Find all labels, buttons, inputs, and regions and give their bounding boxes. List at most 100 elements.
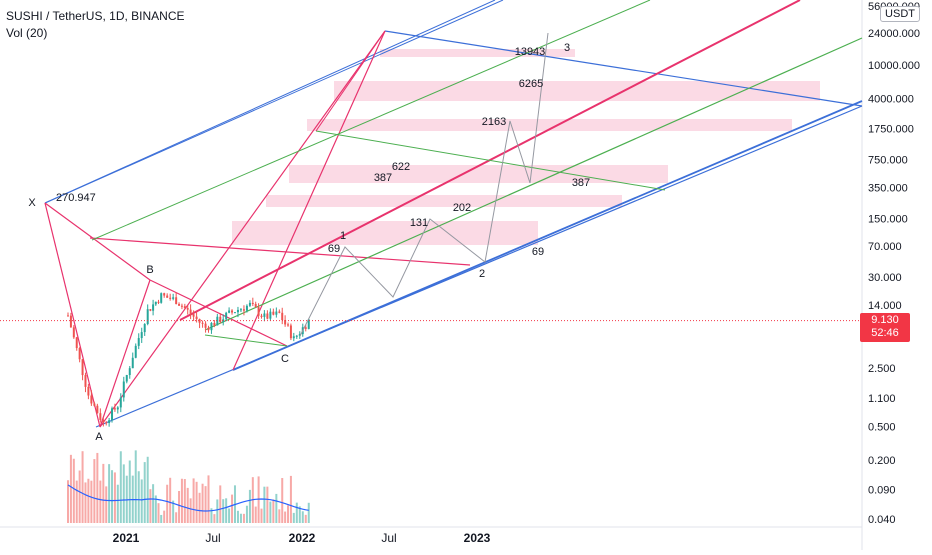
volume-bar	[108, 464, 111, 523]
volume-bar	[152, 484, 155, 523]
candle-body	[281, 312, 284, 321]
candle-body	[84, 375, 87, 387]
candle-body	[102, 419, 105, 423]
volume-bar	[192, 478, 195, 523]
last-price-value: 9.130	[871, 314, 899, 326]
volume-bar	[67, 480, 69, 523]
supply-zone	[334, 81, 820, 101]
candle-body	[222, 319, 225, 323]
candle-body	[225, 312, 228, 320]
candle-body	[163, 293, 166, 296]
volume-bar	[146, 456, 149, 523]
candle-body	[272, 311, 275, 315]
supply-zone	[307, 119, 792, 131]
candle-body	[257, 307, 260, 316]
volume-bar	[266, 486, 269, 523]
price-tick-label: 0.090	[868, 484, 896, 496]
volume-bar	[198, 492, 201, 523]
trend-drawings	[44, 0, 863, 428]
volume-bar	[169, 477, 172, 523]
candle-body	[180, 305, 183, 307]
volume-bar	[90, 480, 93, 523]
volume-bar	[289, 475, 292, 523]
candle-body	[242, 309, 245, 311]
price-tick-label: 70.000	[868, 241, 902, 253]
time-tick-label: Jul	[205, 531, 220, 545]
candle-body	[198, 319, 201, 323]
volume-bar	[281, 478, 284, 523]
candle-body	[183, 306, 186, 309]
wave-label: A	[95, 431, 103, 443]
candle-body	[134, 345, 137, 358]
candle-body	[99, 413, 102, 420]
volume-bar	[222, 499, 225, 523]
projection-label: 387	[374, 172, 392, 184]
green-upper-line	[91, 0, 651, 241]
supply-zone	[232, 221, 538, 245]
volume-bar	[149, 489, 152, 523]
volume-bar	[254, 506, 257, 523]
volume-bar	[301, 511, 304, 523]
currency-button[interactable]: USDT	[880, 6, 920, 22]
candle-body	[266, 313, 269, 319]
projection-label: 202	[453, 202, 471, 214]
volume-bar	[204, 486, 207, 523]
volume-bar	[257, 476, 260, 523]
volume-bar	[201, 483, 204, 523]
time-tick-label: Jul	[381, 531, 396, 545]
candle-body	[245, 305, 248, 311]
volume-bar	[69, 454, 72, 523]
volume-bar	[140, 479, 143, 523]
wave-xa-line	[44, 202, 101, 428]
candle-body	[111, 408, 114, 421]
price-axis[interactable]: 56000.00024000.00010000.0004000.0001750.…	[868, 1, 920, 526]
candle-body	[260, 315, 263, 317]
channel-upper-line	[44, 0, 496, 204]
candle-body	[119, 397, 122, 408]
green-middle-line	[204, 37, 863, 331]
candle-body	[231, 310, 234, 313]
price-tick-label: 350.000	[868, 182, 908, 194]
candle-body	[105, 422, 108, 424]
volume-indicator-label[interactable]: Vol (20)	[6, 26, 48, 40]
volume-bar	[307, 502, 310, 523]
candle-body	[304, 327, 307, 329]
volume-bar	[295, 502, 298, 523]
candle-body	[186, 308, 189, 310]
wave-xb-line	[44, 202, 151, 281]
candle-body	[146, 309, 149, 324]
volume-bar	[236, 510, 239, 523]
volume-bar	[111, 470, 114, 523]
candle-body	[160, 293, 163, 303]
bar-countdown: 52:46	[871, 327, 899, 339]
candlestick-series	[0, 292, 862, 427]
last-price-badge: 9.130 52:46	[860, 313, 910, 342]
candle-body	[75, 337, 78, 349]
volume-bar	[163, 510, 166, 523]
wave-bc-line	[149, 279, 288, 347]
candle-body	[213, 322, 216, 326]
volume-bar	[269, 501, 272, 523]
candle-body	[248, 302, 251, 306]
volume-bar	[122, 464, 125, 523]
candle-body	[149, 309, 152, 311]
supply-zone	[266, 195, 622, 207]
candle-body	[298, 334, 301, 336]
volume-bar	[143, 462, 146, 523]
time-axis[interactable]: 2021 Jul 2022 Jul 2023	[113, 531, 491, 545]
volume-bar	[178, 490, 181, 523]
channel-support-line	[232, 100, 863, 371]
symbol-title[interactable]: SUSHI / TetherUS, 1D, BINANCE	[6, 9, 185, 23]
volume-bar	[260, 508, 263, 523]
price-tick-label: 750.000	[868, 155, 908, 167]
candle-body	[116, 407, 119, 410]
projection-zigzag	[299, 32, 549, 337]
volume-bar	[231, 494, 234, 523]
wave-label: C	[281, 353, 289, 365]
candle-body	[72, 327, 75, 338]
volume-bar	[116, 484, 119, 523]
volume-bar	[278, 509, 281, 523]
candle-body	[131, 357, 134, 369]
